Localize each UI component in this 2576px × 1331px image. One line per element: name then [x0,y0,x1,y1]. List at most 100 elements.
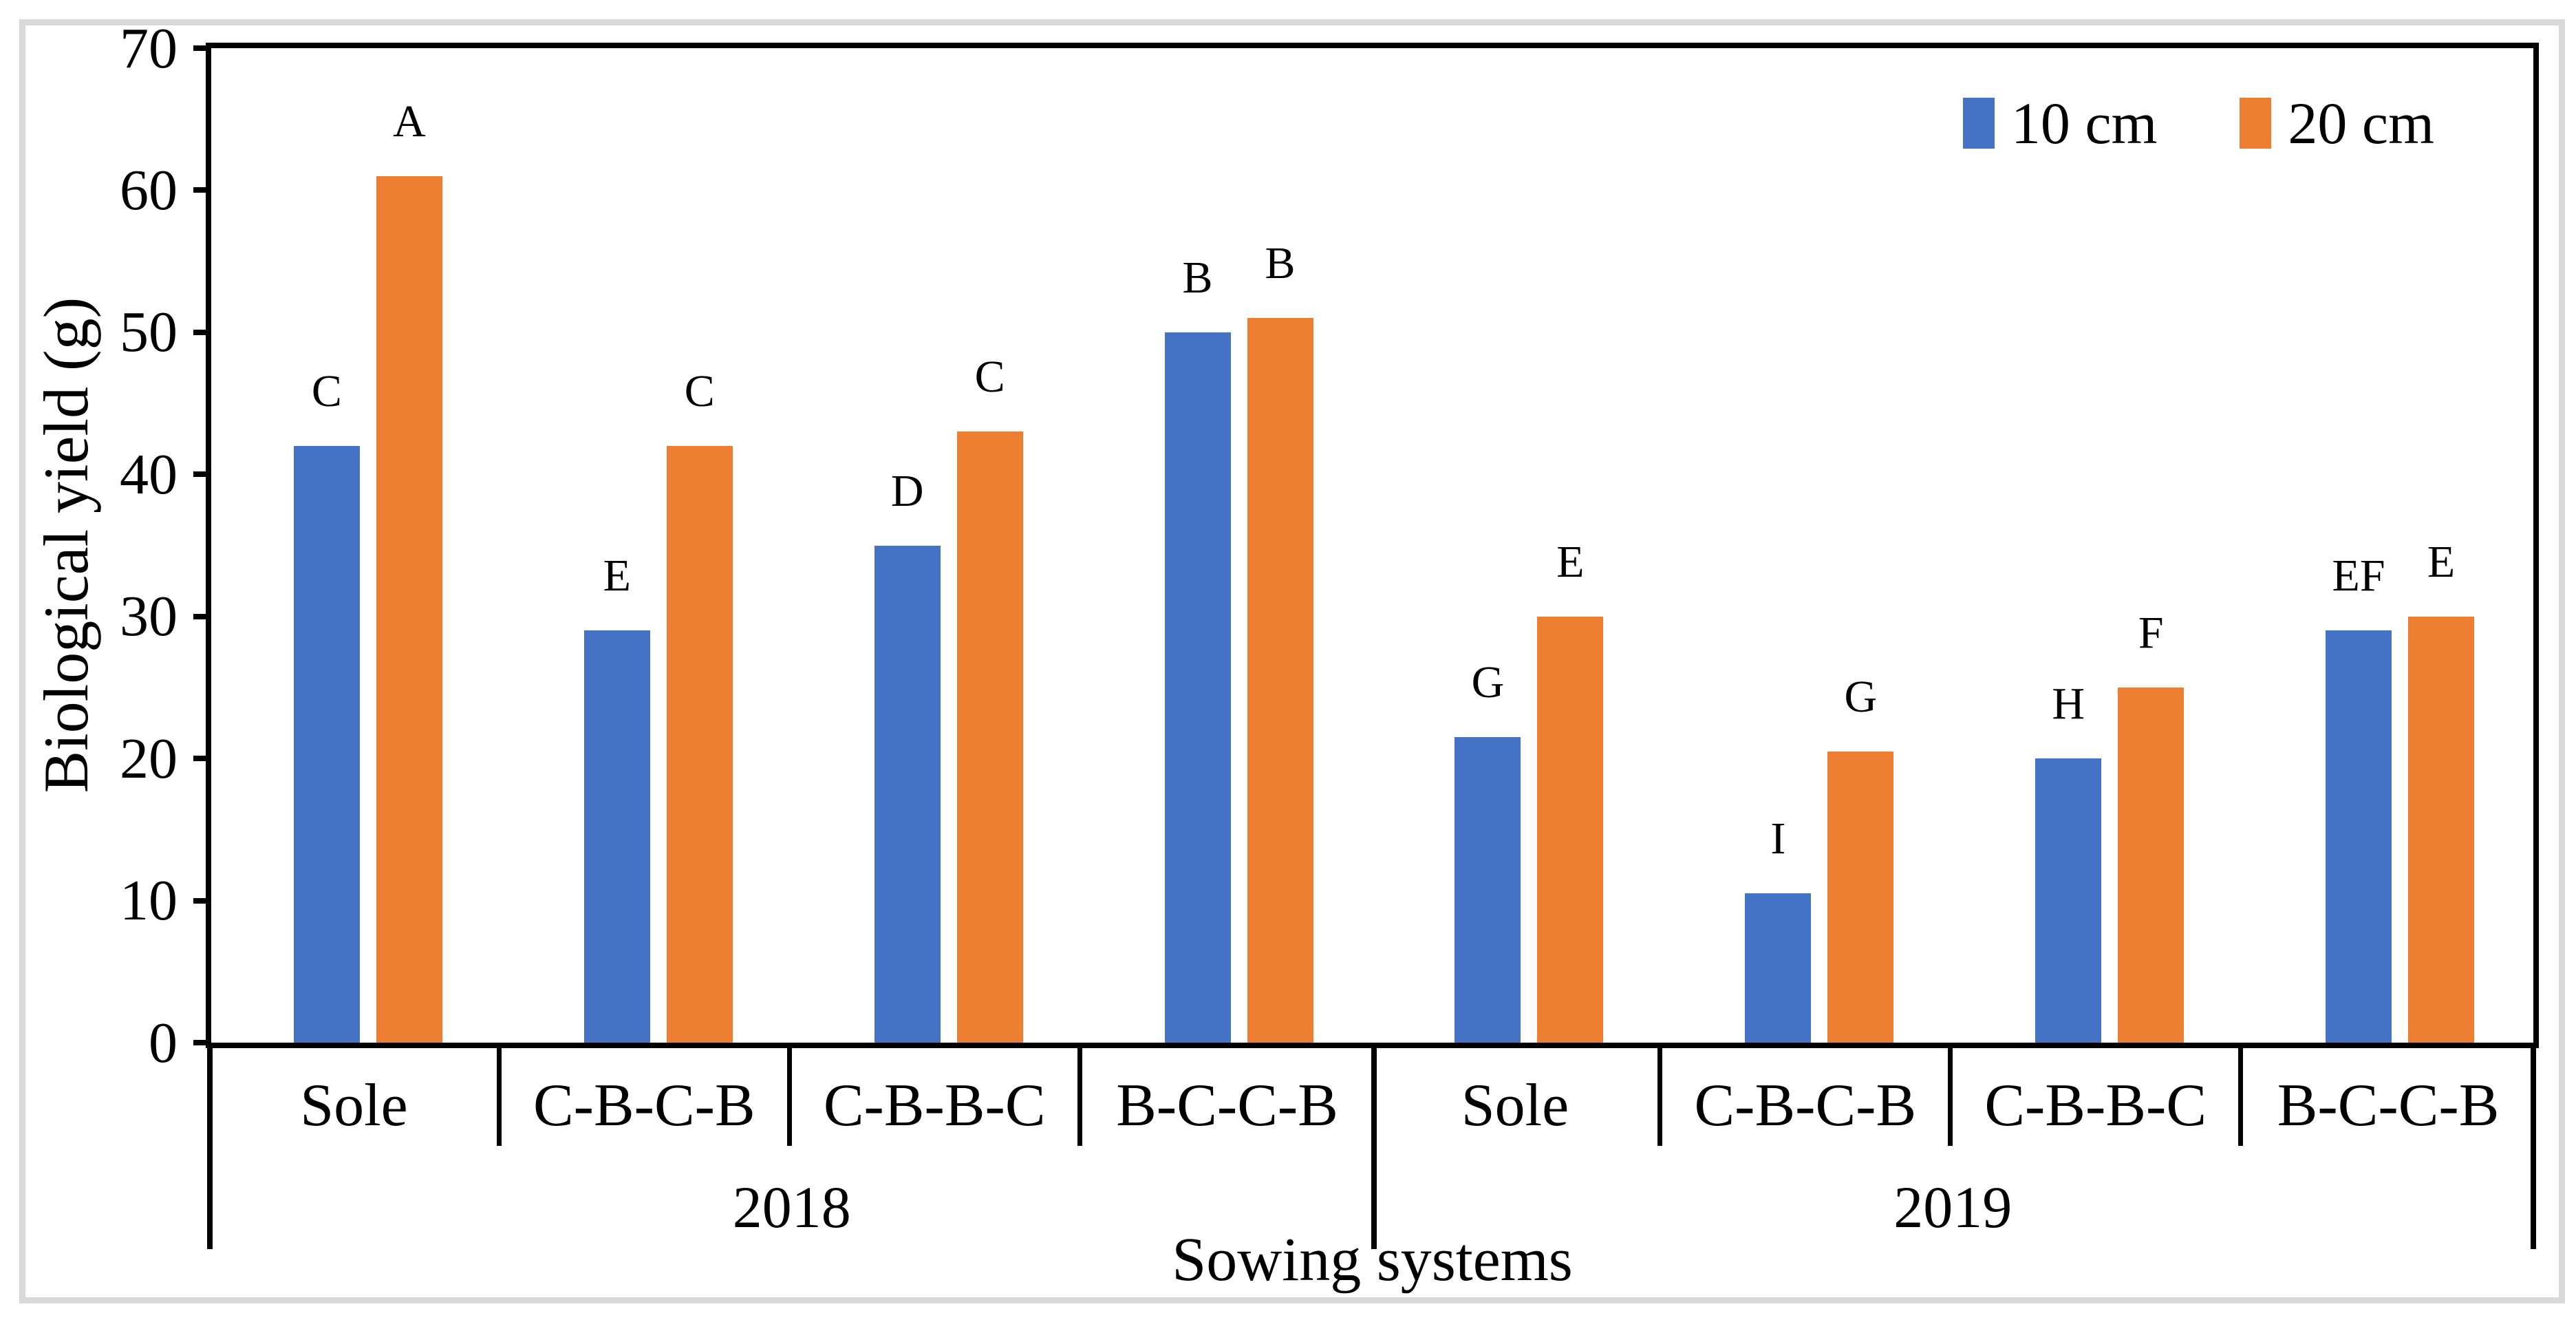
bar-group: I [1745,48,1812,1043]
category-group-2019-b-c-c-b: EF E [2243,48,2533,1043]
plot-area: C A E C D C B B G E I G H F EF E 10 cm 20 cm [206,43,2539,1048]
bar-20cm [1247,318,1313,1043]
axis-divider-left [207,1048,213,1249]
legend-item-10cm: 10 cm [1962,90,2158,156]
category-label: C-B-C-B [502,1048,792,1146]
bar-significance-letter: E [2427,536,2456,587]
legend-swatch-10cm-icon [1962,98,1995,149]
bar-10cm [1745,893,1812,1043]
bar-10cm [1164,332,1231,1043]
bar-group: E [583,48,650,1043]
bar-group: F [2118,48,2185,1043]
bar-10cm [2326,630,2392,1043]
year-row: 2018 2019 [211,1146,2533,1247]
y-tick-mark [193,1040,211,1045]
bar-20cm [376,175,442,1043]
bar-group: C [666,48,733,1043]
bar-significance-letter: C [974,352,1005,403]
bar-20cm [1827,751,1894,1043]
bar-significance-letter: D [890,465,924,516]
bar-significance-letter: A [393,96,426,147]
bar-group: B [1164,48,1231,1043]
axis-divider-right [2531,1048,2536,1249]
bar-10cm [2035,758,2102,1043]
bar-group: E [2408,48,2475,1043]
bar-20cm [2118,687,2185,1043]
bar-10cm [293,446,360,1043]
y-tick-mark [193,756,211,762]
axis-divider-year-boundary [1371,1048,1377,1249]
x-axis-title: Sowing systems [1172,1226,1573,1294]
bar-significance-letter: C [311,366,342,416]
bar-group: H [2035,48,2102,1043]
bar-group: B [1247,48,1313,1043]
y-tick-mark [193,187,211,193]
legend-item-20cm: 20 cm [2240,94,2434,153]
bar-significance-letter: E [603,551,631,601]
year-label-2018: 2018 [732,1173,851,1240]
bar-10cm [583,630,650,1043]
bar-group: A [376,48,442,1043]
bar-group: C [956,48,1023,1043]
bar-20cm [1537,616,1604,1043]
bar-group: D [874,48,941,1043]
category-row: Sole C-B-C-B C-B-B-C B-C-C-B Sole C-B-C-B C-B-… [211,1048,2533,1146]
y-tick-mark [193,613,211,619]
y-tick-label: 20 [120,726,178,791]
bar-significance-letter: F [2138,607,2164,658]
y-tick-mark [193,329,211,335]
category-label: B-C-C-B [2277,1072,2500,1139]
bar-10cm [1455,737,1521,1043]
legend-swatch-20cm-icon [2240,98,2272,149]
bar-20cm [666,446,733,1043]
y-tick-label: 50 [120,300,178,365]
y-tick-label: 70 [120,16,178,81]
category-label: Sole [211,1048,502,1146]
year-label-2019: 2019 [1893,1173,2012,1240]
y-tick-mark [193,897,211,904]
category-label: Sole [1373,1048,1663,1146]
bar-significance-letter: EF [2332,551,2385,601]
y-tick-label: 60 [120,158,178,222]
bar-20cm [956,432,1023,1043]
bar-group: EF [2326,48,2392,1043]
bars-grid: C A E C D C B B G E I G H F EF E [211,48,2533,1043]
bar-10cm [874,545,941,1043]
y-tick-mark [193,471,211,478]
bar-group: E [1537,48,1604,1043]
legend-label-20cm: 20 cm [2288,90,2434,156]
y-tick-label: 40 [120,442,178,507]
bar-20cm [2408,616,2475,1043]
y-axis-title: Biological yield (g) [31,297,101,794]
bar-significance-letter: B [1182,252,1213,303]
y-tick-label: 0 [149,1010,178,1075]
bar-significance-letter: C [684,366,715,416]
category-label: C-B-B-C [1953,1048,2244,1146]
figure-border [19,19,2565,1303]
y-tick-label: 10 [120,869,178,933]
category-label: C-B-C-B [1662,1048,1953,1146]
bar-group: G [1827,48,1894,1043]
bar-significance-letter: G [1844,671,1878,722]
bar-significance-letter: G [1471,657,1505,708]
bar-significance-letter: E [1556,536,1585,587]
y-tick-label: 30 [120,584,178,649]
category-label: B-C-C-B [1116,1072,1338,1139]
category-label: C-B-B-C [792,1048,1082,1146]
bar-significance-letter: I [1770,813,1786,864]
legend: 10 cm 20 cm [1962,90,2434,156]
bar-group: C [293,48,360,1043]
bar-group: G [1455,48,1521,1043]
bar-significance-letter: H [2052,679,2085,730]
legend-label-10cm: 10 cm [2010,90,2158,156]
y-tick-mark [193,45,211,51]
bar-significance-letter: B [1265,238,1296,289]
